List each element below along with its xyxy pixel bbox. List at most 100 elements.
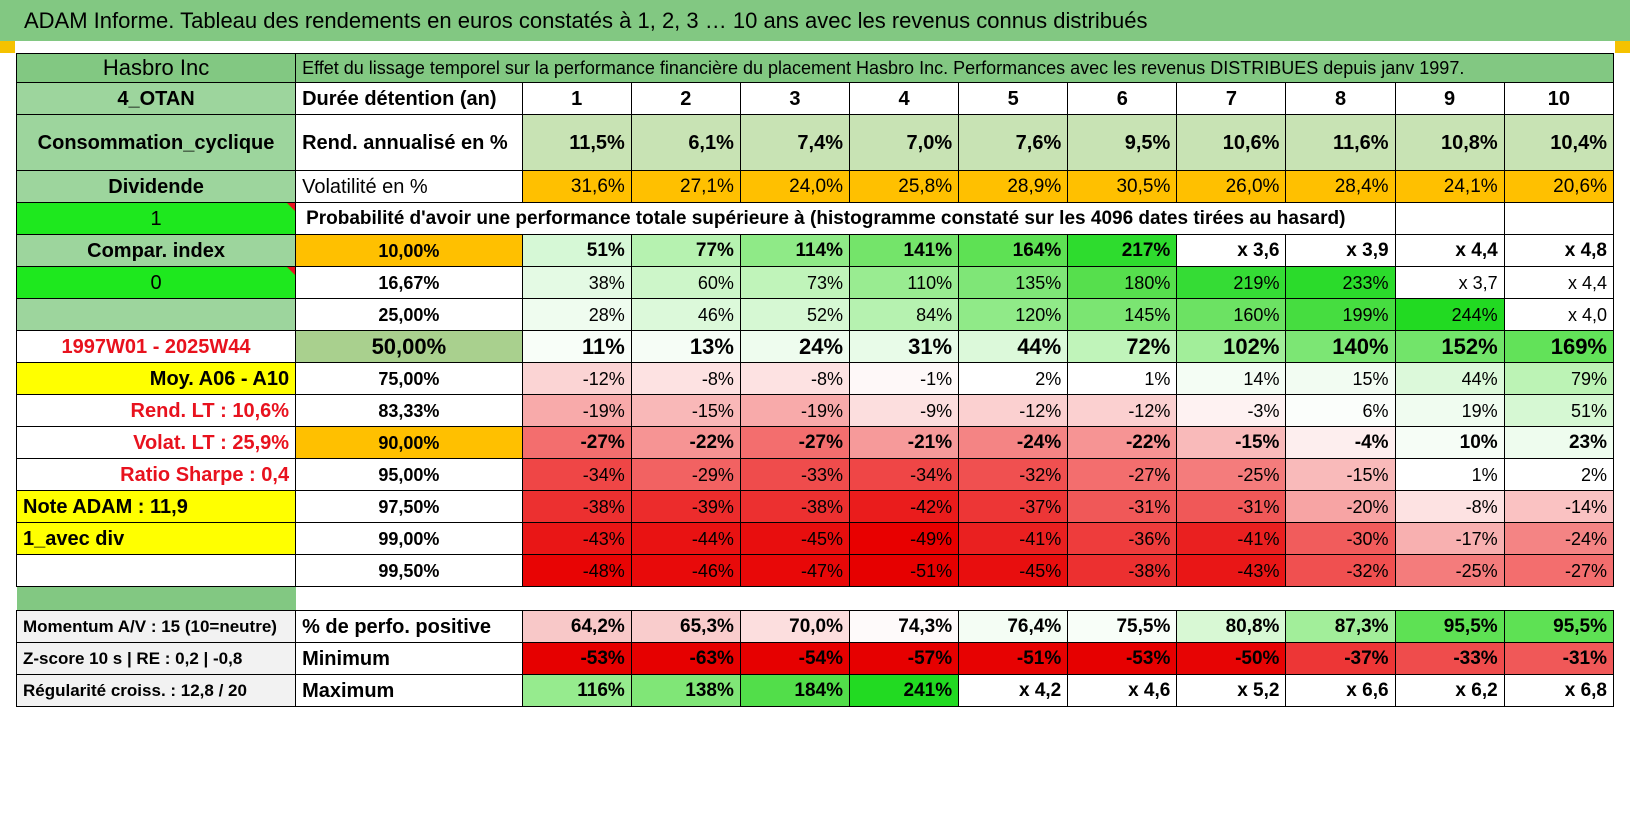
performance-table: Hasbro Inc Effet du lissage temporel sur… (15, 53, 1615, 707)
side-info-cell: Momentum A/V : 15 (10=neutre) (15, 610, 297, 643)
value-cell: 2% (1503, 458, 1615, 491)
value-cell: 74,3% (849, 610, 960, 643)
table-row: Z-score 10 s | RE : 0,2 | -0,8 Minimum -53… (15, 642, 1615, 675)
value-cell: 24,0% (739, 170, 851, 203)
asset-name-cell: Hasbro Inc (15, 53, 297, 83)
value-cell: 77% (630, 234, 741, 267)
value-cell: 141% (849, 234, 960, 267)
value-cell: 11% (521, 330, 632, 363)
side-info-cell: Note ADAM : 11,9 (15, 490, 297, 523)
value-cell: -48% (521, 554, 632, 587)
value-cell: x 4,8 (1503, 234, 1615, 267)
row-label: 75,00% (295, 362, 523, 395)
value-cell: -41% (1176, 522, 1287, 555)
side-info-cell: 0 (15, 266, 297, 299)
value-cell: -19% (739, 394, 851, 427)
value-cell: 3 (739, 82, 851, 115)
value-cell: 241% (849, 674, 960, 707)
value-cell: -47% (739, 554, 851, 587)
value-cell: -22% (1067, 426, 1178, 459)
table-row: Moy. A06 - A10 75,00% -12% -8% -8% -1% 2% 1% 14%… (15, 362, 1615, 395)
row-label: 99,50% (295, 554, 523, 587)
value-cell: 28,9% (958, 170, 1069, 203)
value-cell: -38% (521, 490, 632, 523)
value-cell: -15% (1285, 458, 1396, 491)
value-cell: 102% (1176, 330, 1287, 363)
value-cell: 31% (849, 330, 960, 363)
side-info-cell: Consommation_cyclique (15, 114, 297, 171)
value-cell: -8% (1394, 490, 1505, 523)
value-cell: -49% (849, 522, 960, 555)
value-cell: 95,5% (1503, 610, 1615, 643)
value-cell: -32% (958, 458, 1069, 491)
value-cell: -12% (958, 394, 1069, 427)
value-cell: -37% (958, 490, 1069, 523)
side-info-cell: Compar. index (15, 234, 297, 267)
row-label: Durée détention (an) (295, 82, 523, 115)
value-cell: 199% (1285, 298, 1396, 331)
value-cell: 7,4% (739, 114, 851, 171)
value-cell: -31% (1503, 642, 1615, 675)
value-cell: -9% (849, 394, 960, 427)
value-cell: 120% (958, 298, 1069, 331)
row-label: 50,00% (295, 330, 523, 363)
value-cell: x 4,2 (958, 674, 1069, 707)
right-edge-marker (1615, 41, 1630, 53)
table-description: Effet du lissage temporel sur la perform… (295, 53, 1614, 83)
value-cell: -29% (630, 458, 741, 491)
value-cell: 5 (958, 82, 1069, 115)
value-cell: -42% (849, 490, 960, 523)
value-cell: 10% (1394, 426, 1505, 459)
value-cell: -24% (1503, 522, 1615, 555)
row-label: Volatilité en % (295, 170, 523, 203)
value-cell: -45% (958, 554, 1069, 587)
spacer-band (16, 586, 296, 611)
value-cell: -15% (630, 394, 741, 427)
value-cell: -51% (849, 554, 960, 587)
value-cell: -19% (521, 394, 632, 427)
value-cell: x 4,6 (1067, 674, 1178, 707)
value-cell: 1 (521, 82, 632, 115)
row-label: 16,67% (295, 266, 523, 299)
value-cell: 15% (1285, 362, 1396, 395)
value-cell: -57% (849, 642, 960, 675)
value-cell: -8% (739, 362, 851, 395)
table-row: Dividende Volatilité en % 31,6% 27,1% 24,0% 2… (15, 170, 1615, 203)
side-info-cell: 1_avec div (15, 522, 297, 555)
value-cell: 244% (1394, 298, 1505, 331)
value-cell: -15% (1176, 426, 1287, 459)
value-cell: -24% (958, 426, 1069, 459)
row-label: Rend. annualisé en % (295, 114, 523, 171)
value-cell: 140% (1285, 330, 1396, 363)
value-cell: 114% (739, 234, 851, 267)
value-cell: -38% (1067, 554, 1178, 587)
value-cell: 8 (1285, 82, 1396, 115)
value-cell: -54% (739, 642, 851, 675)
side-info-cell: 4_OTAN (15, 82, 297, 115)
value-cell: -25% (1394, 554, 1505, 587)
side-info-cell: Volat. LT : 25,9% (15, 426, 297, 459)
table-row: Rend. LT : 10,6% 83,33% -19% -15% -19% -9% -12… (15, 394, 1615, 427)
report-title: ADAM Informe. Tableau des rendements en … (0, 0, 1630, 41)
value-cell: -43% (521, 522, 632, 555)
value-cell: -27% (1503, 554, 1615, 587)
value-cell: 28,4% (1285, 170, 1396, 203)
value-cell: 20,6% (1503, 170, 1615, 203)
value-cell: -53% (1067, 642, 1178, 675)
value-cell: 9 (1394, 82, 1505, 115)
value-cell: -8% (630, 362, 741, 395)
value-cell: 76,4% (958, 610, 1069, 643)
value-cell: -12% (1067, 394, 1178, 427)
value-cell: 10 (1503, 82, 1615, 115)
value-cell: 6% (1285, 394, 1396, 427)
row-label: 95,00% (295, 458, 523, 491)
value-cell: 10,8% (1394, 114, 1505, 171)
value-cell: 72% (1067, 330, 1178, 363)
value-cell: 14% (1176, 362, 1287, 395)
row-label: 99,00% (295, 522, 523, 555)
row-label: % de perfo. positive (295, 610, 523, 643)
value-cell: -3% (1176, 394, 1287, 427)
value-cell: x 6,6 (1285, 674, 1396, 707)
value-cell: 1% (1067, 362, 1178, 395)
value-cell: -4% (1285, 426, 1396, 459)
